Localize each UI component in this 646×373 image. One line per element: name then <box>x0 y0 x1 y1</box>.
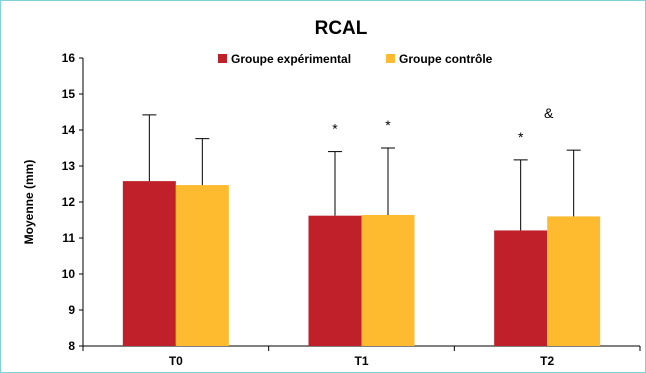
legend-swatch-control <box>386 54 395 63</box>
legend-label-experimental: Groupe expérimental <box>231 52 351 66</box>
y-tick-label: 15 <box>62 87 76 101</box>
bar <box>494 230 548 346</box>
y-tick-label: 14 <box>62 123 76 137</box>
x-tick-label: T0 <box>169 354 183 368</box>
y-tick-label: 12 <box>62 195 76 209</box>
legend-label-control: Groupe contrôle <box>399 52 493 66</box>
bar <box>547 216 601 346</box>
y-tick-label: 10 <box>62 267 76 281</box>
y-tick-label: 13 <box>62 159 76 173</box>
bar <box>175 185 229 346</box>
bar <box>122 181 176 346</box>
error-bars <box>142 114 581 231</box>
y-tick-label: 16 <box>62 51 76 65</box>
x-tick-label: T2 <box>540 354 554 368</box>
legend-swatch-experimental <box>218 54 227 63</box>
annotation-label: * <box>385 117 391 133</box>
annotation-label: * <box>332 121 338 137</box>
legend: Groupe expérimental Groupe contrôle <box>218 52 493 66</box>
bars <box>122 181 601 346</box>
bar <box>308 215 362 346</box>
annotation-label: & <box>544 105 554 121</box>
annotation-label: * <box>518 129 524 145</box>
x-tick-label: T1 <box>354 354 368 368</box>
y-tick-label: 8 <box>68 339 75 353</box>
y-tick-label: 9 <box>68 303 75 317</box>
annotations: * * * & <box>332 105 554 145</box>
chart-title: RCAL <box>315 18 368 39</box>
bar <box>361 214 415 346</box>
y-tick-label: 11 <box>62 231 75 245</box>
y-axis-label: Moyenne (mm) <box>22 160 36 245</box>
